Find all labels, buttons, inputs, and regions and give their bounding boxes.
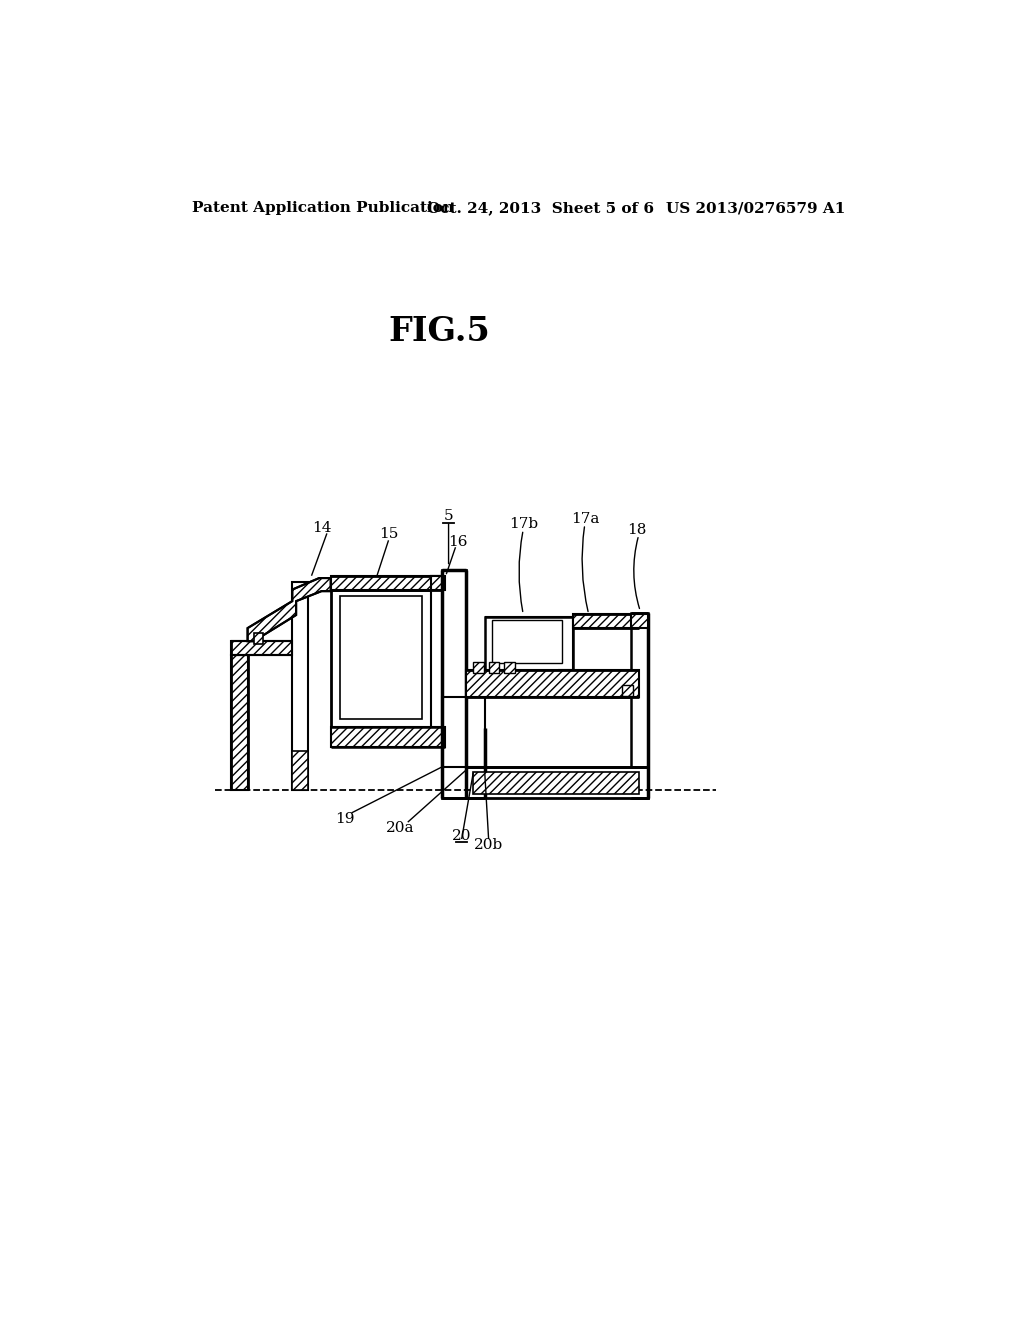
Bar	[466, 669, 639, 697]
Polygon shape	[248, 578, 331, 642]
Text: Oct. 24, 2013  Sheet 5 of 6: Oct. 24, 2013 Sheet 5 of 6	[427, 202, 654, 215]
Bar	[230, 655, 248, 789]
Bar	[622, 685, 633, 696]
Bar	[493, 620, 562, 663]
Bar	[473, 772, 639, 793]
Bar	[331, 727, 444, 747]
Bar	[230, 642, 292, 655]
Text: 16: 16	[449, 535, 468, 549]
Bar	[292, 582, 307, 789]
Text: 14: 14	[311, 521, 332, 535]
Text: 18: 18	[628, 523, 647, 536]
Bar	[631, 612, 648, 797]
Bar	[442, 697, 484, 767]
Bar	[504, 663, 515, 673]
Text: 20: 20	[452, 829, 471, 843]
Bar	[573, 614, 639, 628]
Text: 5: 5	[443, 510, 454, 524]
Bar	[473, 663, 484, 673]
Bar	[254, 632, 263, 644]
Text: US 2013/0276579 A1: US 2013/0276579 A1	[666, 202, 845, 215]
Text: 19: 19	[335, 812, 354, 826]
Text: 15: 15	[379, 527, 398, 541]
Bar	[292, 751, 307, 789]
Text: Patent Application Publication: Patent Application Publication	[193, 202, 455, 215]
Bar	[331, 590, 431, 729]
Bar	[573, 616, 639, 697]
Bar	[466, 767, 648, 797]
Bar	[431, 576, 444, 729]
Text: 17a: 17a	[570, 512, 599, 525]
Bar	[331, 576, 442, 590]
Bar	[484, 616, 573, 671]
Text: 20a: 20a	[386, 821, 415, 836]
Text: 20b: 20b	[474, 838, 503, 853]
Bar	[442, 570, 466, 797]
Text: 17b: 17b	[509, 517, 538, 531]
Bar	[631, 614, 648, 628]
Text: FIG.5: FIG.5	[388, 315, 490, 348]
Bar	[340, 595, 422, 719]
Bar	[488, 663, 500, 673]
Bar	[431, 576, 444, 590]
